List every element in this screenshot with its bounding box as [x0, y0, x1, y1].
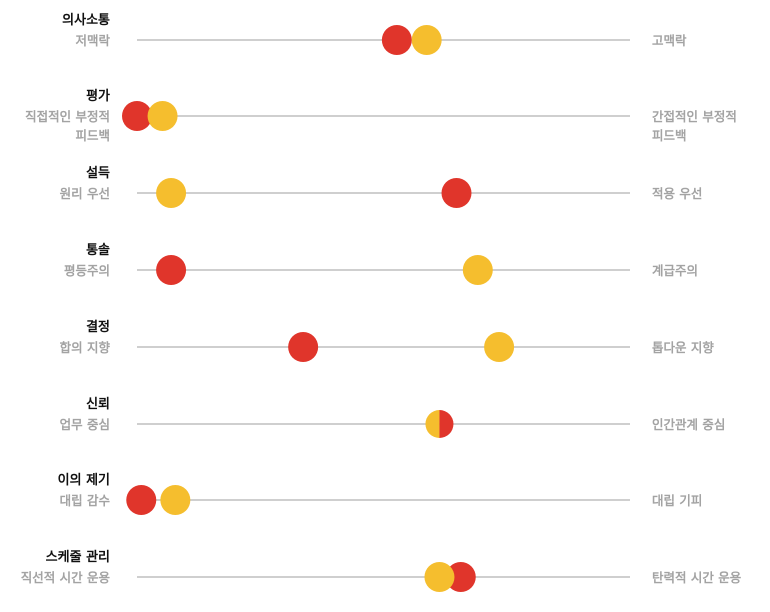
series-2-point [424, 562, 455, 592]
right-pole-label: 계급주의 [652, 263, 698, 278]
right-pole-label: 탄력적 시간 운용 [652, 570, 742, 585]
dimension-title: 신뢰 [86, 396, 110, 412]
left-pole-label: 평등주의 [64, 263, 110, 278]
series-1-point [122, 101, 152, 131]
dimension-title: 이의 제기 [58, 472, 110, 488]
series-2-point [156, 178, 187, 208]
series-2-point [484, 332, 515, 362]
dimension-title: 결정 [86, 319, 110, 335]
dimension-title: 설득 [86, 166, 110, 181]
right-pole-label: 고맥락 [652, 33, 687, 48]
series-1-point [441, 178, 472, 208]
right-pole-label: 피드백 [652, 128, 687, 143]
series-1-point [439, 410, 454, 438]
series-2-point [160, 485, 191, 515]
right-pole-label: 간접적인 부정적 [652, 109, 737, 124]
series-1-point [445, 562, 476, 592]
series-1-point [156, 255, 187, 285]
dimension-title: 평가 [86, 88, 110, 104]
series-2-point [411, 25, 442, 55]
left-pole-label: 합의 지향 [60, 340, 111, 355]
dimension-title: 의사소통 [62, 12, 110, 28]
right-pole-label: 인간관계 중심 [652, 417, 725, 432]
right-pole-label: 톱다운 지향 [652, 340, 714, 355]
series-1-point [126, 485, 157, 515]
series-1-point [381, 25, 412, 55]
right-pole-label: 대립 기피 [652, 493, 702, 508]
series-2-point [425, 410, 440, 438]
series-1-point [288, 332, 319, 362]
left-pole-label: 피드백 [75, 128, 110, 143]
dimension-title: 스케줄 관리 [46, 549, 110, 565]
left-pole-label: 대립 감수 [60, 493, 111, 508]
left-pole-label: 원리 우선 [60, 186, 110, 201]
left-pole-label: 직접적인 부정적 [25, 109, 110, 124]
dimension-title: 통솔 [86, 243, 110, 258]
left-pole-label: 직선적 시간 운용 [21, 570, 111, 585]
left-pole-label: 업무 중심 [60, 417, 110, 432]
right-pole-label: 적용 우선 [652, 186, 702, 201]
left-pole-label: 저맥락 [75, 33, 110, 48]
series-2-point [147, 101, 178, 131]
series-2-point [462, 255, 493, 285]
